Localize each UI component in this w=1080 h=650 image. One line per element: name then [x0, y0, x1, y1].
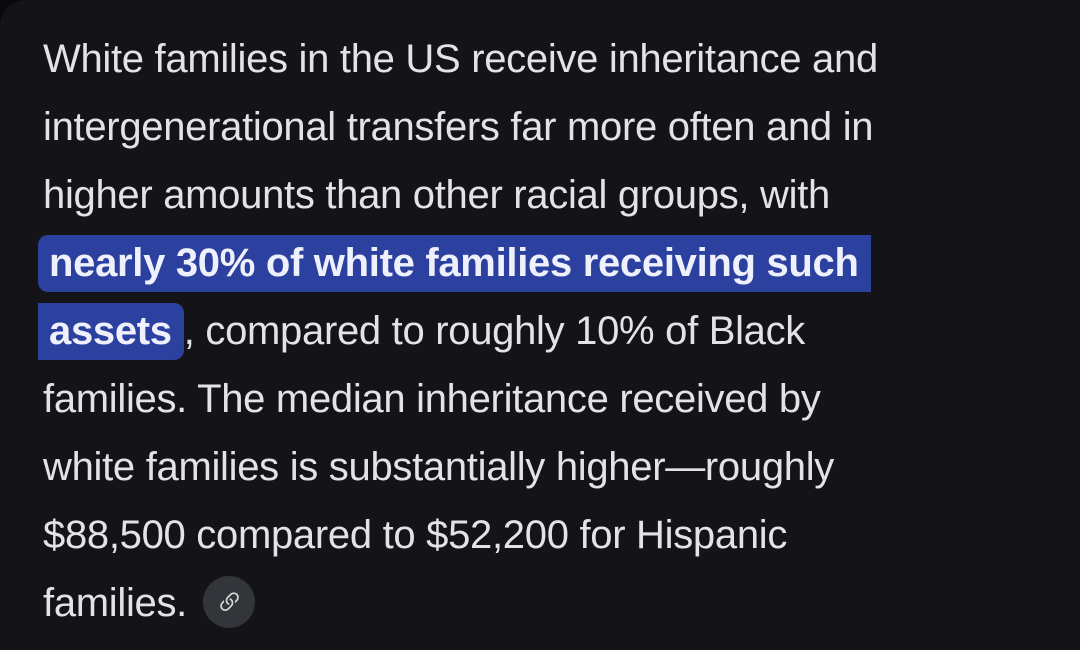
text-line-7: white families is substantially higher—r…	[43, 433, 1060, 501]
text-line-5: assets, compared to roughly 10% of Black	[38, 297, 1060, 365]
citation-highlight-start[interactable]: nearly 30% of white families receiving s…	[38, 235, 871, 292]
line-1-text: White families in the US receive inherit…	[43, 37, 878, 81]
text-line-3: higher amounts than other racial groups,…	[43, 161, 1060, 229]
line-6-text: families. The median inheritance receive…	[43, 377, 821, 421]
line-7-text: white families is substantially higher—r…	[43, 445, 835, 489]
text-line-4: nearly 30% of white families receiving s…	[38, 229, 1060, 297]
line-5-text: , compared to roughly 10% of Black	[183, 309, 806, 353]
link-icon	[219, 592, 239, 611]
line-2-text: intergenerational transfers far more oft…	[43, 105, 874, 149]
citation-highlight-end[interactable]: assets	[38, 303, 184, 360]
line-8-text: $88,500 compared to $52,200 for Hispanic	[43, 513, 788, 557]
text-line-8: $88,500 compared to $52,200 for Hispanic	[43, 501, 1060, 569]
text-line-2: intergenerational transfers far more oft…	[43, 93, 1060, 161]
text-line-1: White families in the US receive inherit…	[43, 25, 1060, 93]
text-line-9: families.	[43, 569, 1060, 637]
citation-link-button[interactable]	[203, 576, 255, 629]
line-9-text: families.	[43, 581, 187, 625]
text-line-6: families. The median inheritance receive…	[43, 365, 1060, 433]
response-paragraph: White families in the US receive inherit…	[38, 25, 1060, 637]
line-3-text: higher amounts than other racial groups,…	[43, 173, 830, 217]
